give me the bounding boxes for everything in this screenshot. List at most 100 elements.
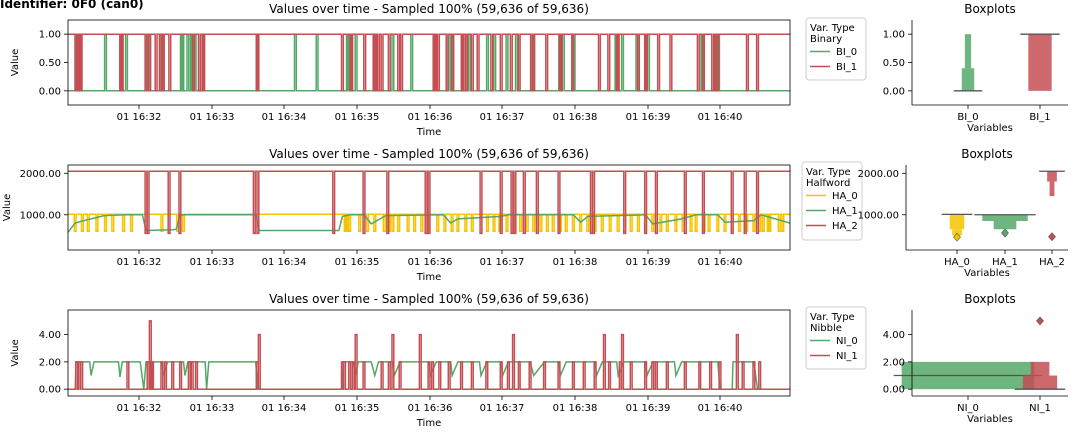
x-tick-label: HA_1 <box>992 257 1018 268</box>
boxplot-ytick-label: 2000.00 <box>858 169 899 180</box>
x-axis-label: Time <box>416 418 441 429</box>
timeseries-ytick-label: 0.50 <box>39 58 61 69</box>
timeseries-panel-1: 0.00 0.50 1.00 01 16:32 01 16:33 01 16:34 01 1… <box>10 2 867 138</box>
x-tick-label: 01 16:34 <box>262 112 307 123</box>
timeseries-panel-2: 1000.00 2000.00 01 16:32 01 16:33 01 16:34 01… <box>2 147 863 283</box>
legend-label-ha_2: HA_2 <box>832 221 858 232</box>
x-tick-label: 01 16:37 <box>480 112 525 123</box>
x-tick-label: 01 16:38 <box>553 257 598 268</box>
legend-title: Var. Type <box>810 23 855 34</box>
timeseries-ytick-label: 1000.00 <box>20 210 61 221</box>
box-level <box>1030 361 1050 376</box>
box-level <box>952 229 962 236</box>
box-level <box>964 34 972 69</box>
box-level <box>1028 34 1052 91</box>
box-level <box>1022 375 1058 390</box>
x-tick-label: 01 16:39 <box>626 112 671 123</box>
plot-area <box>68 33 790 92</box>
legend-label-bi_1: BI_1 <box>836 62 857 73</box>
timeseries-ytick-label: 4.00 <box>39 330 61 341</box>
y-axis-label: Value <box>2 194 13 221</box>
x-axis-label: Variables <box>964 268 1010 279</box>
x-tick-label: HA_2 <box>1039 257 1065 268</box>
x-tick-label: 01 16:33 <box>190 403 235 414</box>
x-tick-label: 01 16:32 <box>117 403 162 414</box>
plot-area <box>68 320 790 390</box>
x-tick-label: BI_1 <box>1029 112 1050 123</box>
boxplot-panel-3: NI_0 NI_1 0.00 2.00 4.00 Boxplots Variables <box>883 292 1068 425</box>
y-axis-label: Value <box>10 49 21 76</box>
y-axis-label: Value <box>10 339 21 366</box>
x-tick-label: BI_0 <box>957 112 978 123</box>
identifier-title: Identifier: 0F0 (can0) <box>0 0 144 11</box>
series-line-ha_2 <box>68 170 790 235</box>
x-tick-label: 01 16:40 <box>698 112 743 123</box>
x-tick-label: 01 16:38 <box>553 403 598 414</box>
box-ha_0 <box>941 213 973 242</box>
boxplot-ytick-label: 1000.00 <box>858 210 899 221</box>
x-axis-label: Time <box>416 127 441 138</box>
legend-title: Var. Type <box>806 167 851 178</box>
legend-label-ni_1: NI_1 <box>836 351 858 362</box>
x-tick-label: 01 16:39 <box>626 403 671 414</box>
x-tick-label: 01 16:35 <box>335 403 380 414</box>
legend-label-ha_1: HA_1 <box>832 206 858 217</box>
box-level <box>961 68 975 91</box>
timeseries-ytick-label: 2000.00 <box>20 169 61 180</box>
timeseries-panel-3: 0.00 2.00 4.00 01 16:32 01 16:33 01 16:34 01 1… <box>10 292 867 429</box>
box-ni_1 <box>1014 316 1066 390</box>
x-axis-label: Time <box>416 272 441 283</box>
outlier-marker <box>1001 228 1009 238</box>
timeseries-ytick-label: 0.00 <box>39 86 61 97</box>
timeseries-title: Values over time - Sampled 100% (59,636 … <box>269 2 589 16</box>
boxplot-title: Boxplots <box>964 2 1016 16</box>
x-tick-label: NI_0 <box>957 403 979 414</box>
legend-label-ni_0: NI_0 <box>836 336 858 347</box>
x-tick-label: 01 16:33 <box>190 112 235 123</box>
boxplot-panel-1: BI_0 BI_1 0.00 0.50 1.00 Boxplots Variables <box>883 2 1068 134</box>
x-tick-label: 01 16:36 <box>408 257 453 268</box>
series-line-bi_1 <box>68 33 790 92</box>
boxplot-ytick-label: 0.00 <box>883 385 905 396</box>
box-level <box>993 220 1017 230</box>
box-ha_1 <box>974 214 1036 238</box>
plot-area <box>68 170 790 235</box>
x-tick-label: 01 16:34 <box>262 403 307 414</box>
x-tick-label: 01 16:38 <box>553 112 598 123</box>
x-tick-label: 01 16:32 <box>117 257 162 268</box>
x-tick-label: 01 16:36 <box>408 403 453 414</box>
box-level <box>1047 171 1057 182</box>
boxplot-title: Boxplots <box>964 292 1016 306</box>
timeseries-frame <box>67 164 791 251</box>
series-line-bi_0 <box>68 33 790 92</box>
x-tick-label: 01 16:33 <box>190 257 235 268</box>
legend-subtitle: Binary <box>810 34 842 45</box>
legend-subtitle: Halfword <box>806 178 850 189</box>
x-tick-label: 01 16:40 <box>698 257 743 268</box>
x-tick-label: 01 16:34 <box>262 257 307 268</box>
x-tick-label: 01 16:35 <box>335 112 380 123</box>
series-line-ni_0 <box>68 361 790 390</box>
boxplot-ytick-label: 1.00 <box>883 30 905 41</box>
legend-title: Var. Type <box>810 312 855 323</box>
timeseries-frame <box>67 309 791 397</box>
box-ni_0 <box>893 361 1043 390</box>
boxplot-ytick-label: 0.00 <box>883 86 905 97</box>
legend-box <box>801 161 863 241</box>
x-tick-label: 01 16:36 <box>408 112 453 123</box>
boxplot-title: Boxplots <box>961 147 1013 161</box>
timeseries-title: Values over time - Sampled 100% (59,636 … <box>269 292 589 306</box>
series-line-ni_1 <box>68 320 790 390</box>
timeseries-ytick-label: 0.00 <box>39 385 61 396</box>
boxplot-panel-2: HA_0 HA_1 HA_2 1000.00 2000.00 Boxplots Variab… <box>858 147 1068 279</box>
legend-label-ha_0: HA_0 <box>832 191 858 202</box>
x-tick-label: HA_0 <box>944 257 970 268</box>
x-tick-label: 01 16:32 <box>117 112 162 123</box>
box-bi_1 <box>1020 33 1060 91</box>
x-tick-label: 01 16:37 <box>480 257 525 268</box>
x-tick-label: 01 16:39 <box>626 257 671 268</box>
